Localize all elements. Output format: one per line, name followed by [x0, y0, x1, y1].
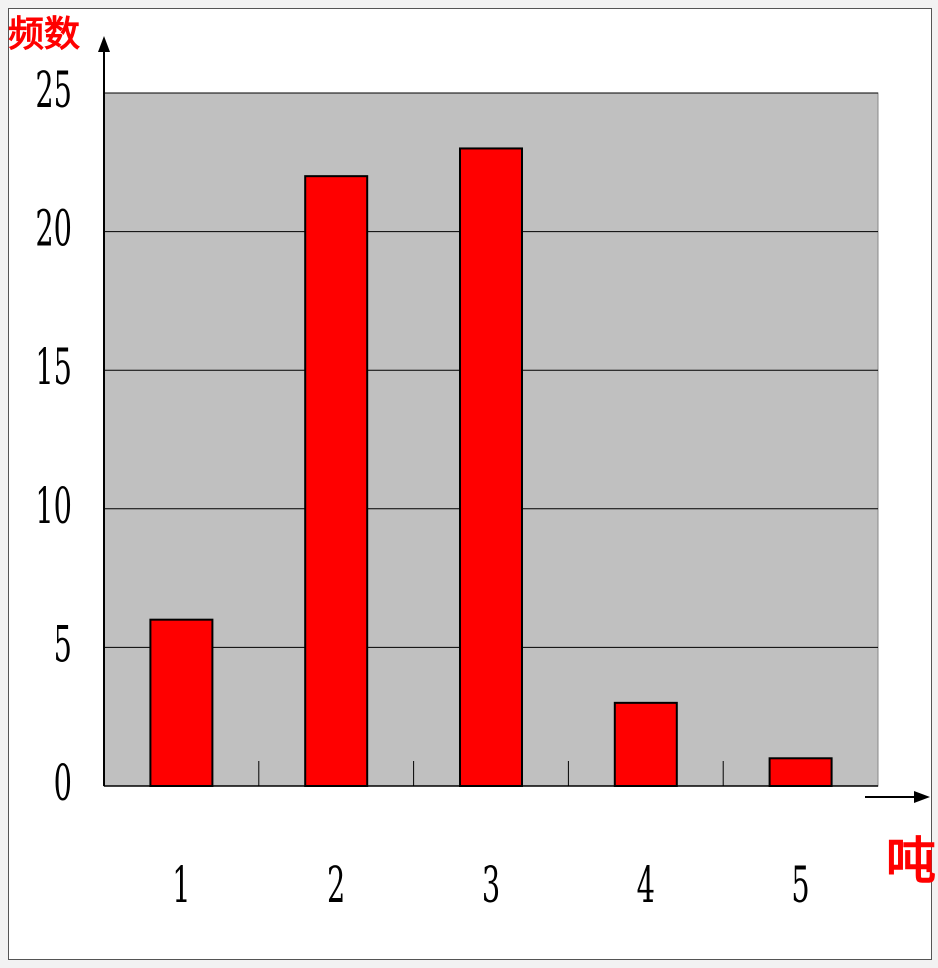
bar — [768, 757, 833, 788]
y-tick-labels: 0 5 10 15 20 25 — [35, 60, 72, 812]
y-axis-arrow-icon — [98, 36, 110, 52]
x-tick-label: 1 — [172, 855, 190, 914]
x-tick-labels: 1 2 3 4 5 — [172, 855, 810, 914]
y-tick-label: 20 — [35, 199, 72, 258]
y-tick-label: 15 — [35, 338, 72, 397]
x-tick-label: 3 — [482, 855, 500, 914]
x-tick-label: 5 — [791, 855, 809, 914]
x-tick-label: 4 — [637, 855, 655, 914]
x-tick-label: 2 — [327, 855, 345, 914]
axes — [98, 36, 930, 803]
y-tick-label: 10 — [35, 476, 72, 535]
y-tick-label: 25 — [35, 60, 72, 119]
bar — [459, 147, 523, 787]
y-tick-label: 5 — [54, 615, 72, 674]
bar — [149, 618, 214, 787]
y-axis-title: 频数 — [8, 14, 80, 55]
x-axis-arrow-icon — [914, 791, 930, 803]
bar — [613, 701, 678, 788]
bars — [149, 147, 833, 788]
bar — [304, 175, 369, 788]
x-axis-title: 吨 — [886, 832, 936, 890]
y-tick-label: 0 — [54, 753, 72, 812]
